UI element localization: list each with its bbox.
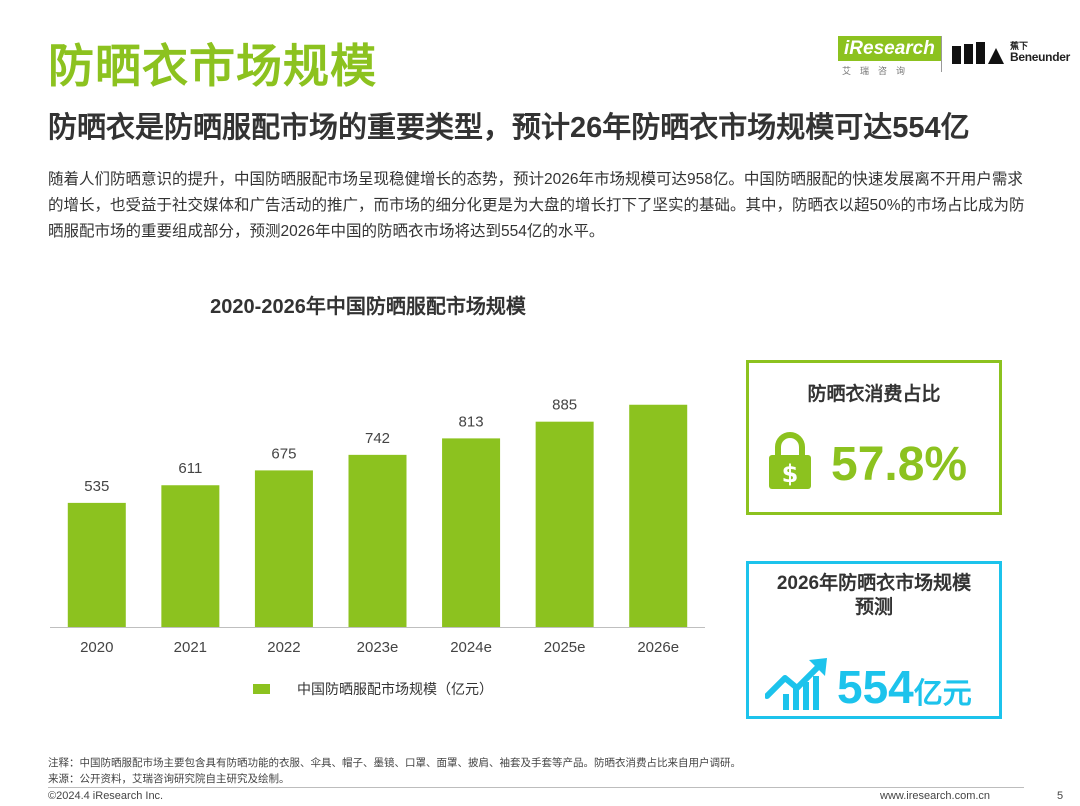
intro-paragraph: 随着人们防晒意识的提升，中国防晒服配市场呈现稳健增长的态势，预计2026年市场规… — [48, 171, 1025, 240]
bar-2024e — [442, 438, 501, 627]
share-card: 防晒衣消费占比 $ 57.8% — [746, 360, 1002, 515]
data-label-2024e: 813 — [459, 413, 484, 430]
data-label-2025e: 885 — [552, 397, 577, 414]
x-tick-2022: 2022 — [267, 639, 300, 656]
website-link[interactable]: www.iresearch.com.cn — [880, 790, 991, 802]
x-tick-2021: 2021 — [174, 639, 207, 656]
chart-title: 2020-2026年中国防晒服配市场规模 — [210, 296, 526, 318]
legend-swatch — [253, 684, 270, 694]
forecast-value-number: 554 — [837, 661, 914, 713]
forecast-card-caption: 2026年防晒衣市场规模 预测 — [749, 572, 999, 620]
bar-2022 — [254, 470, 313, 627]
share-card-caption: 防晒衣消费占比 — [807, 384, 941, 405]
source-note: 来源：公开资料，艾瑞咨询研究院自主研究及绘制。 — [48, 773, 290, 785]
beneunder-logo: 蕉下 Beneunder — [952, 41, 1072, 68]
beneunder-mark-icon — [952, 42, 1004, 64]
data-label-2022: 675 — [271, 445, 296, 462]
share-card-value: 57.8% — [831, 438, 968, 491]
bar-2025e — [535, 421, 594, 627]
copyright: ©2024.4 iResearch Inc. — [48, 790, 164, 802]
iresearch-logo-word: iResearch — [838, 36, 941, 61]
footnote: 注释：中国防晒服配市场主要包含具有防晒功能的衣服、伞具、帽子、墨镜、口罩、面罩、… — [48, 757, 741, 769]
bar-2026e — [629, 404, 688, 627]
legend-label: 中国防晒服配市场规模（亿元） — [297, 681, 493, 697]
iresearch-logo-sub: 艾瑞咨询 — [842, 66, 915, 76]
svg-text:$: $ — [782, 460, 799, 488]
forecast-card: 2026年防晒衣市场规模 预测 554亿元 — [746, 561, 1002, 719]
forecast-caption-line2: 预测 — [854, 597, 893, 618]
page-subtitle: 防晒衣是防晒服配市场的重要类型，预计26年防晒衣市场规模可达554亿 — [48, 112, 970, 144]
x-tick-2024e: 2024e — [450, 639, 492, 656]
forecast-card-value: 554亿元 — [837, 660, 972, 714]
data-label-2023e: 742 — [365, 430, 390, 447]
x-tick-2026e: 2026e — [637, 639, 679, 656]
data-label-2026e: 958 — [646, 395, 671, 397]
lock-dollar-icon: $ — [769, 432, 811, 489]
forecast-value-unit: 亿元 — [913, 678, 972, 710]
data-label-2020: 535 — [84, 478, 109, 495]
x-tick-2020: 2020 — [80, 639, 113, 656]
forecast-caption-line1: 2026年防晒衣市场规模 — [776, 573, 972, 594]
logo-divider — [941, 36, 942, 72]
x-tick-2025e: 2025e — [544, 639, 586, 656]
footer-divider — [48, 787, 1024, 788]
page-number: 5 — [1057, 790, 1064, 802]
beneunder-logo-en: Beneunder — [1010, 50, 1070, 64]
bar-2020 — [67, 502, 126, 627]
data-label-2021: 611 — [178, 460, 202, 477]
iresearch-logo: iResearch 艾瑞咨询 — [838, 36, 941, 78]
beneunder-logo-cn: 蕉下 — [1010, 41, 1029, 51]
bar-2023e — [348, 454, 407, 627]
page-title: 防晒衣市场规模 — [48, 40, 377, 92]
bar-chart: 535 2020 611 2021 675 2022 742 2023e 813 2024e 885… — [50, 395, 705, 656]
growth-chart-icon — [765, 658, 827, 710]
bar-2021 — [161, 485, 220, 627]
x-tick-2023e: 2023e — [357, 639, 399, 656]
